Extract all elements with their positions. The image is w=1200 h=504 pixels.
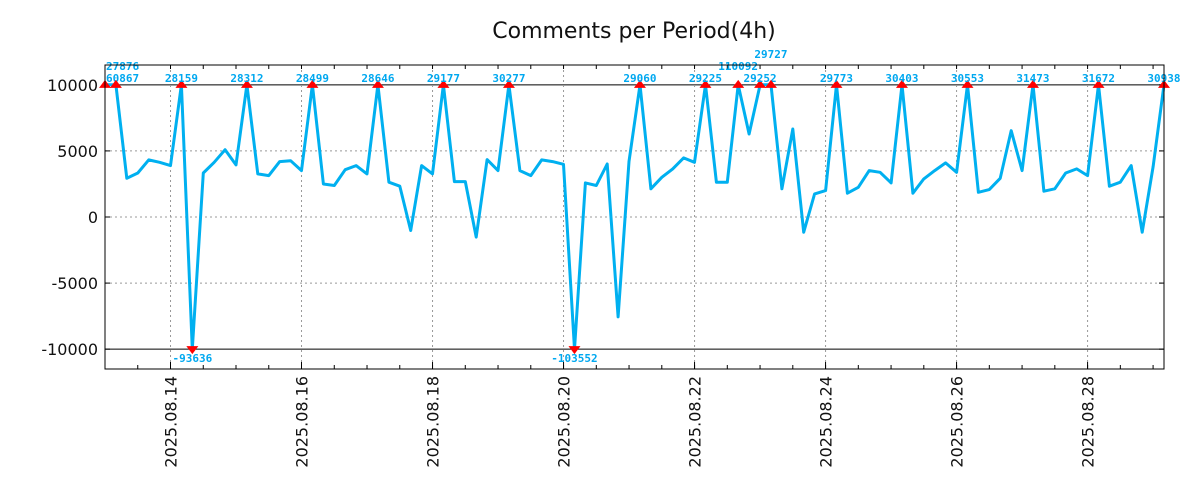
plot-frame: [104, 64, 1165, 370]
y-tick-label: 0: [88, 208, 98, 227]
series-line: [105, 83, 1166, 351]
overflow-marker-up: [754, 79, 767, 88]
data-label: 30277: [492, 72, 525, 85]
axes: 10000 5000 0 -5000 -10000 2025.08.14 2025.08.1…: [41, 65, 1164, 468]
data-label: 28646: [361, 72, 394, 85]
overflow-marker-up: [633, 79, 646, 88]
x-tick-label: 2025.08.24: [817, 376, 836, 468]
overflow-marker-up: [371, 79, 384, 88]
data-label: 60867: [106, 72, 139, 85]
overflow-marker-up: [437, 79, 450, 88]
data-label: 29727: [754, 48, 787, 61]
data-label: 29252: [744, 72, 777, 85]
overflow-marker-up: [109, 79, 122, 88]
overflow-marker-up: [732, 79, 745, 88]
x-tick-label: 2025.08.26: [948, 376, 967, 468]
x-tick-label: 2025.08.14: [162, 376, 181, 468]
data-label: 30403: [885, 72, 918, 85]
overflow-marker-up: [895, 79, 908, 88]
overflow-marker-up: [961, 79, 974, 88]
overflow-marker-up: [240, 79, 253, 88]
overflow-marker-up: [699, 79, 712, 88]
grid: [105, 65, 1164, 369]
chart-title: Comments per Period(4h): [492, 19, 776, 44]
x-tick-label: 2025.08.20: [555, 376, 574, 468]
x-tick-label: 2025.08.22: [686, 376, 705, 468]
x-tick-label: 2025.08.18: [424, 376, 443, 468]
overflow-marker-up: [502, 79, 515, 88]
data-label: 28159: [165, 72, 198, 85]
x-tick-label: 2025.08.28: [1079, 376, 1098, 468]
y-tick-label: 10000: [47, 76, 98, 95]
y-tick-label: -5000: [52, 274, 99, 293]
data-label: 29225: [689, 72, 722, 85]
data-label: 110092: [718, 60, 758, 73]
data-label: 31473: [1016, 72, 1049, 85]
series: [105, 83, 1166, 351]
overflow-marker-up: [175, 79, 188, 88]
data-label: 29177: [427, 72, 460, 85]
data-label: -103552: [551, 352, 597, 365]
data-label: 29773: [820, 72, 853, 85]
x-tick-label: 2025.08.16: [293, 376, 312, 468]
data-label: 27876: [106, 60, 139, 73]
data-label: 30553: [951, 72, 984, 85]
y-tick-label: 5000: [57, 142, 98, 161]
overflow-marker-down: [186, 346, 199, 355]
data-label: 28312: [230, 72, 263, 85]
data-label: 28499: [296, 72, 329, 85]
overflow-marker-up: [830, 79, 843, 88]
data-label: 31672: [1082, 72, 1115, 85]
y-tick-label: -10000: [41, 340, 98, 359]
overflow-marker-up: [764, 79, 777, 88]
data-label: -93636: [173, 352, 213, 365]
data-label: 29060: [623, 72, 656, 85]
overflow-marker-up: [1092, 79, 1105, 88]
overflow-marker-up: [1026, 79, 1039, 88]
overflow-marker-down: [568, 346, 581, 355]
overflow-marker-up: [306, 79, 319, 88]
